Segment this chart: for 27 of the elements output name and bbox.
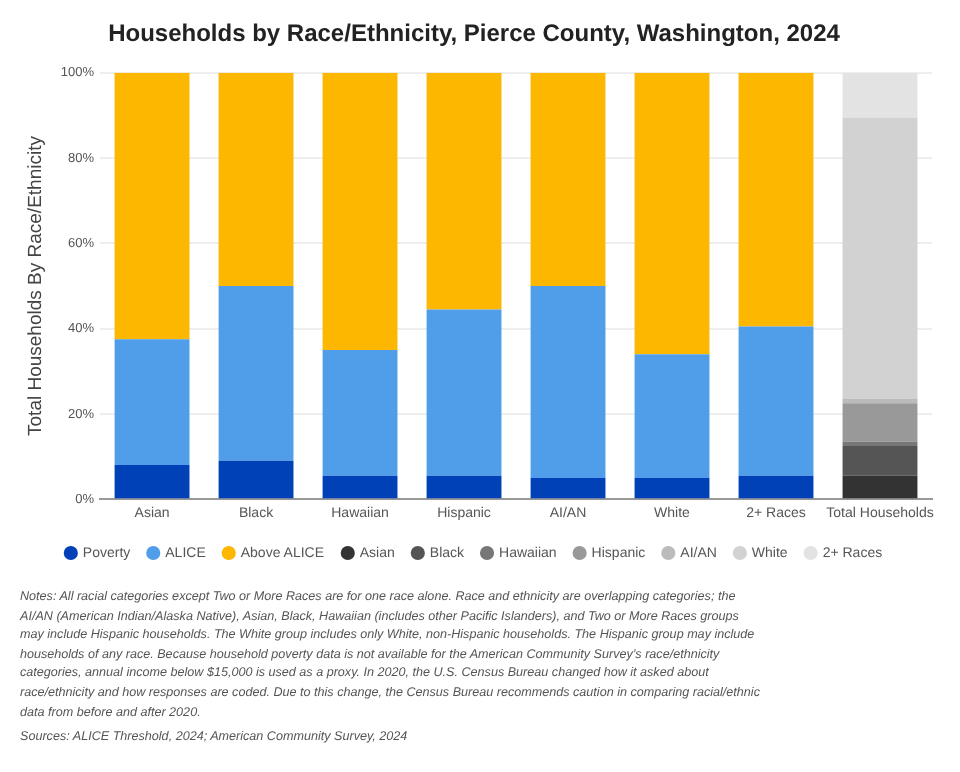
bar	[842, 475, 918, 499]
bar	[322, 475, 398, 499]
bar	[114, 72, 190, 340]
bar	[842, 403, 918, 442]
chart-title: Households by Race/Ethnicity, Pierce County, Washington, 2024	[108, 19, 841, 48]
bar	[530, 286, 606, 478]
bar	[426, 475, 502, 499]
bar	[218, 460, 294, 499]
bar	[218, 286, 294, 461]
bar	[322, 349, 398, 476]
bar	[738, 72, 814, 327]
bar	[426, 72, 502, 310]
bar	[530, 477, 606, 499]
bar	[842, 117, 918, 399]
bar	[530, 72, 606, 286]
bar	[634, 72, 710, 355]
bar	[634, 477, 710, 499]
bar	[218, 72, 294, 286]
bar	[634, 354, 710, 478]
bar	[114, 339, 190, 466]
bar	[114, 465, 190, 499]
bar	[322, 72, 398, 350]
bar	[738, 475, 814, 499]
y-axis-title: Total Households By Race/Ethnicity	[24, 135, 47, 436]
bar	[426, 309, 502, 476]
bar	[842, 445, 918, 476]
bar	[738, 326, 814, 476]
